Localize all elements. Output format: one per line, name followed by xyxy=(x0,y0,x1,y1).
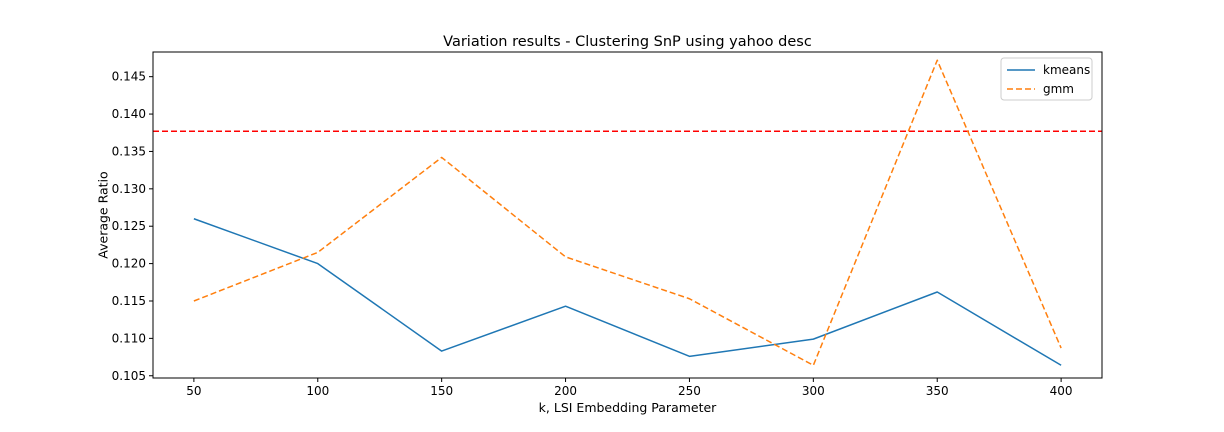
x-tick-label: 50 xyxy=(186,384,201,398)
x-tick-label: 350 xyxy=(926,384,949,398)
y-tick-label: 0.115 xyxy=(112,294,146,308)
x-axis-label: k, LSI Embedding Parameter xyxy=(539,400,718,415)
series-line-kmeans xyxy=(193,218,1062,366)
x-tick-label: 300 xyxy=(802,384,825,398)
y-tick-label: 0.110 xyxy=(112,331,146,345)
legend: kmeans gmm xyxy=(1000,57,1093,101)
y-tick-label: 0.145 xyxy=(112,70,146,84)
y-tick-label: 0.105 xyxy=(112,369,146,383)
y-axis-label: Average Ratio xyxy=(96,171,111,258)
y-tick-label: 0.125 xyxy=(112,219,146,233)
series-line-gmm xyxy=(193,59,1062,367)
x-tick-label: 150 xyxy=(430,384,453,398)
plot-area xyxy=(153,59,1102,367)
legend-label-kmeans: kmeans xyxy=(1043,63,1090,77)
x-tick-label: 400 xyxy=(1050,384,1073,398)
x-tick-label: 100 xyxy=(306,384,329,398)
y-tick-label: 0.120 xyxy=(112,257,146,271)
x-tick-label: 250 xyxy=(678,384,701,398)
plot-frame xyxy=(152,51,1103,379)
y-tick-label: 0.140 xyxy=(112,107,146,121)
x-tick-label: 200 xyxy=(554,384,577,398)
y-tick-label: 0.135 xyxy=(112,144,146,158)
y-tick-label: 0.130 xyxy=(112,182,146,196)
legend-label-gmm: gmm xyxy=(1043,82,1074,96)
axes: 50 100 150 200 250 300 350 400 0.105 0.110 0.115 0.… xyxy=(112,51,1103,398)
chart-title: Variation results - Clustering SnP using… xyxy=(443,34,812,50)
legend-box xyxy=(1000,57,1093,101)
